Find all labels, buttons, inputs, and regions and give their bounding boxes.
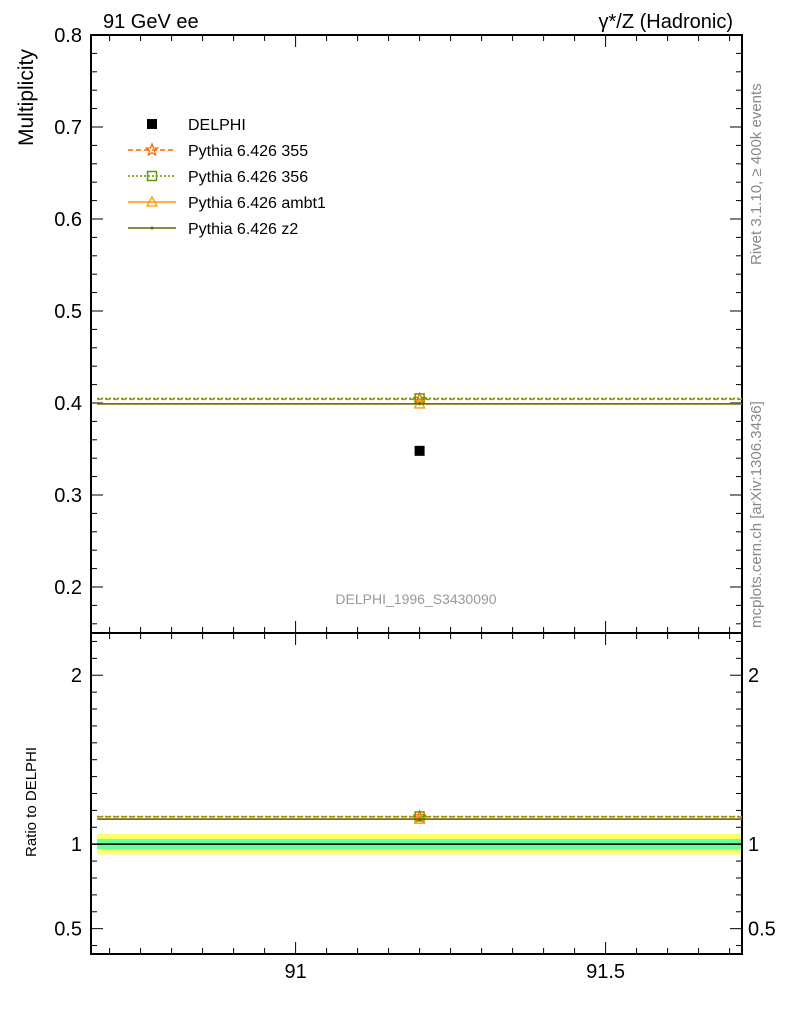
analysis-watermark: DELPHI_1996_S3430090	[335, 591, 496, 607]
mcplots-label: mcplots.cern.ch [arXiv:1306.3436]	[748, 401, 765, 628]
reference-band	[91, 834, 742, 855]
legend-label: Pythia 6.426 ambt1	[188, 195, 326, 212]
ratio-ytick-label-right: 1	[748, 834, 759, 856]
main-ytick-label: 0.7	[54, 117, 82, 139]
ratio-ytick-label: 0.5	[54, 919, 82, 941]
main-ytick-label: 0.4	[54, 393, 82, 415]
legend-marker	[144, 142, 160, 157]
legend-label: DELPHI	[188, 117, 246, 134]
main-series-group	[97, 391, 742, 456]
ratio-panel-frame	[90, 632, 743, 955]
main-ytick-label: 0.6	[54, 209, 82, 231]
legend-label: Pythia 6.426 355	[188, 143, 308, 160]
ratio-axis-ticks: 0.5 0.5 1 1 2 2	[54, 640, 776, 947]
legend-marker	[145, 195, 159, 207]
ratio-ytick-label: 2	[71, 665, 82, 687]
ratio-ytick-label: 1	[71, 834, 82, 856]
main-ytick-label: 0.3	[54, 485, 82, 507]
legend-label: Pythia 6.426 z2	[188, 221, 298, 238]
legend-marker	[146, 170, 158, 182]
data-point	[414, 445, 425, 456]
ratio-ylabel: Ratio to DELPHI	[23, 747, 40, 857]
main-axis-ticks: 0.2 0.3 0.4 0.5 0.6 0.7 0.8	[54, 25, 742, 625]
ratio-ytick-label-right: 0.5	[748, 919, 776, 941]
header-left-label: 91 GeV ee	[103, 11, 199, 33]
main-ytick-label: 0.2	[54, 577, 82, 599]
rivet-version-label: Rivet 3.1.10, ≥ 400k events	[748, 83, 765, 265]
xtick-label: 91	[284, 961, 306, 983]
x-axis-ticks: 91 91.5	[109, 35, 731, 983]
legend-marker	[150, 226, 154, 230]
main-ylabel: Multiplicity	[15, 49, 38, 146]
ratio-ytick-label-right: 2	[748, 665, 759, 687]
xtick-label: 91.5	[586, 961, 625, 983]
ratio-data-point	[418, 817, 422, 821]
data-point	[418, 402, 422, 406]
main-ytick-label: 0.8	[54, 25, 82, 47]
header-right-label: γ*/Z (Hadronic)	[599, 11, 733, 33]
main-ytick-label: 0.5	[54, 301, 82, 323]
legend-label: Pythia 6.426 356	[188, 169, 308, 186]
ratio-data-point	[414, 811, 425, 822]
legend: DELPHI Pythia 6.426 355 Pythia 6.426 356 Py…	[128, 117, 326, 238]
legend-marker	[147, 119, 157, 129]
ratio-series-group	[97, 808, 742, 824]
